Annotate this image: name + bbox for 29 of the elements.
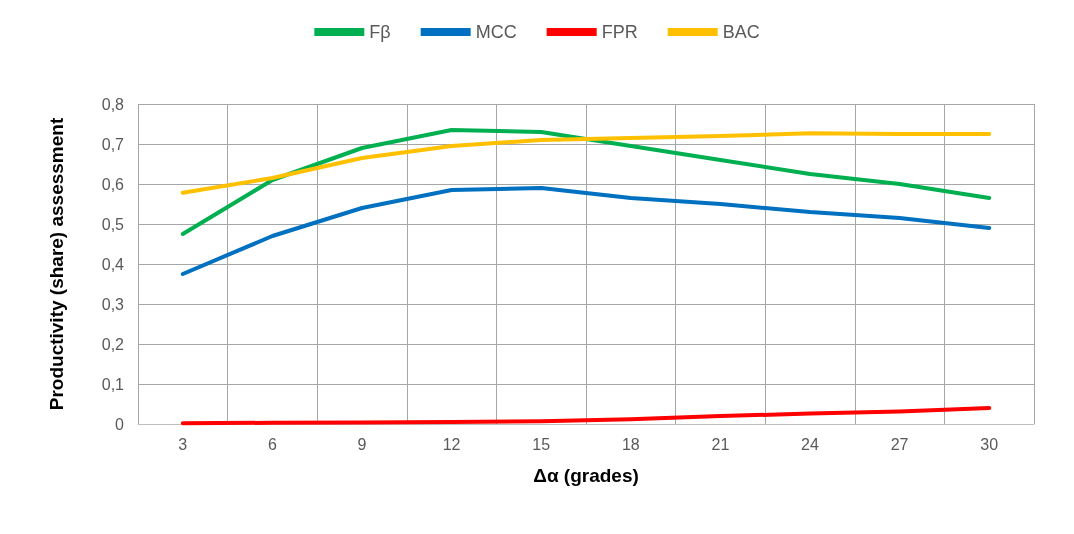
y-axis-title: Productivity (share) assessment: [46, 117, 67, 411]
x-tick-label: 6: [267, 435, 277, 453]
legend-label: Fβ: [369, 22, 391, 42]
x-tick-label: 18: [621, 435, 640, 453]
y-tick-label: 0,2: [101, 335, 125, 353]
legend-label: FPR: [601, 22, 638, 42]
y-tick-label: 0,5: [101, 215, 125, 233]
x-tick-label: 21: [711, 435, 730, 453]
line-series: [180, 128, 992, 236]
line-series: [180, 186, 992, 276]
line-series: [180, 131, 992, 195]
x-tick-label: 24: [801, 435, 819, 453]
legend-label: BAC: [722, 22, 760, 42]
x-tick-label: 15: [532, 435, 551, 453]
x-tick-label: 30: [980, 435, 999, 453]
y-tick-label: 0: [115, 415, 125, 433]
y-tick-label: 0,7: [101, 135, 125, 153]
x-axis-title: Δα (grades): [533, 465, 639, 486]
legend-label: MCC: [475, 22, 517, 42]
x-tick-label: 3: [178, 435, 188, 453]
x-tick-label: 12: [442, 435, 461, 453]
y-tick-label: 0,8: [101, 95, 125, 113]
x-tick-label: 9: [357, 435, 367, 453]
x-tick-label: 27: [890, 435, 909, 453]
y-tick-label: 0,6: [101, 175, 125, 193]
line-series: [180, 406, 992, 426]
y-tick-label: 0,3: [101, 295, 125, 313]
y-tick-label: 0,1: [101, 375, 125, 393]
y-tick-label: 0,4: [101, 255, 125, 273]
